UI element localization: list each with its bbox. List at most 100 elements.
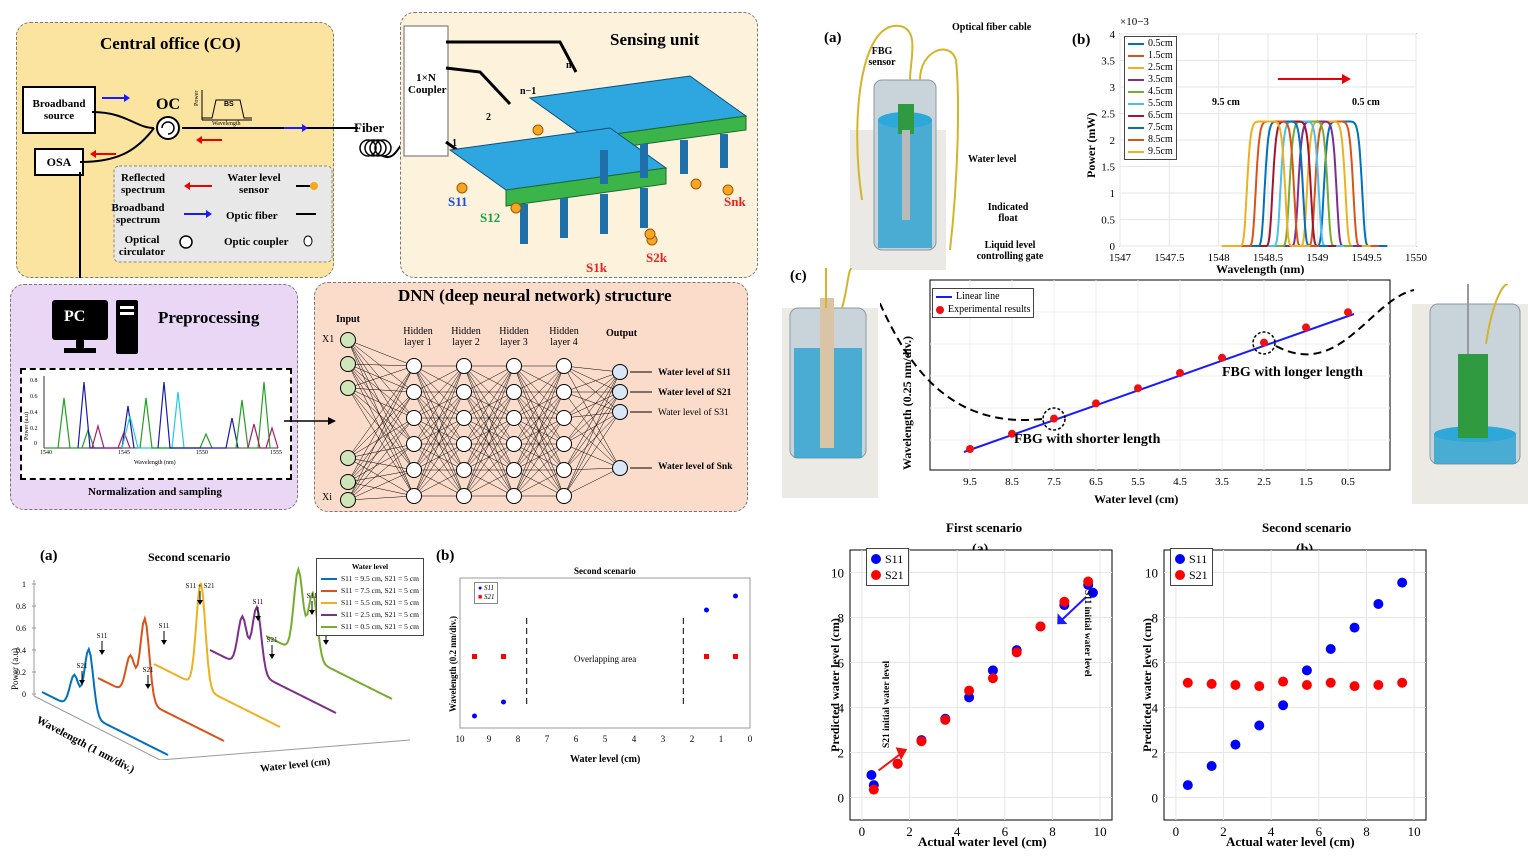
xtick-label: 5 [603,734,608,744]
dnn-neuron [406,410,422,426]
ytick-label: 0 [1110,241,1116,253]
dnn-connection [347,387,415,393]
s21-point [1182,677,1193,688]
fig-a-left-legend-item: S11 = 5.5 cm, S21 = 5 cm [321,597,419,609]
s11-point [866,770,877,780]
dnn-connection [413,365,465,497]
branch-label-n-1: n−1 [520,86,537,97]
fig-b-left-title: Second scenario [574,566,636,576]
s21-point [940,714,951,725]
peak-annotation: S11 [159,622,170,630]
dnn-connection [463,365,515,419]
s21-point [1373,680,1384,690]
xtick-label: 1550 [1405,252,1428,264]
dnn-connection [513,417,565,497]
dnn-neuron [506,436,522,452]
dnn-connection [513,365,565,471]
dnn-connection [347,339,415,445]
pre-ytick-0: 0 [34,441,37,447]
label-fbg-sensor: FBG sensor [868,46,896,68]
dnn-connection [563,365,621,413]
experimental-point [1218,353,1226,362]
dnn-neuron [556,488,572,504]
xtick-label: 3 [661,734,666,744]
pc-label: PC [64,308,86,325]
fig-c-legend: Linear line Experimental results [932,288,1035,318]
central-office-title: Central office (CO) [100,34,241,53]
s21-point [1254,681,1265,692]
dnn-connection [513,443,565,497]
fig-b-left-tag: (b) [436,548,455,564]
dnn-connection [347,391,415,459]
dnn-connection [563,391,621,413]
peak-annotation: S21 [77,662,88,670]
s21-point [1349,681,1360,692]
fig-a-left-legend: Water level S11 = 9.5 cm, S21 = 5 cm S11… [316,558,424,636]
preprocessing-spectrum [43,376,279,449]
xtick-label: 0 [859,824,866,839]
dnn-connection [563,371,621,419]
s21-point [1397,677,1408,688]
dnn-connection [563,467,621,497]
ytick-label: 4 [1110,29,1116,41]
sensor-label-s2k: S2k [646,250,667,265]
label-optical-fiber-cable: Optical fiber cable [952,22,1032,33]
dnn-connection [563,365,621,393]
experimental-point [966,445,974,453]
dnn-connection [563,371,621,497]
label-indicated-float: Indicated float [987,202,1029,224]
s11-point [1373,599,1384,609]
legend-item: 3.5cm [1128,74,1173,86]
dnn-neuron [340,492,356,508]
scatter2-legend-s21: S21 [1175,567,1208,583]
dnn-neuron [456,384,472,400]
pc-icon [52,300,138,354]
dnn-neuron [340,380,356,396]
pre-ytick-4: 0.8 [30,378,38,384]
dnn-neuron [506,462,522,478]
s21-point [964,685,975,696]
label-liquid-gate: Liquid level controlling gate [976,240,1044,262]
dnn-hidden-3: Hidden layer 3 [499,326,529,348]
s11-point [1397,577,1408,588]
peak-arrow-head [145,684,151,689]
dnn-output-snk: Water level of Snk [658,462,733,472]
ytick-label: 1 [22,580,26,589]
dnn-connection [347,387,415,419]
s21-point [472,654,477,659]
dnn-connection [463,365,515,471]
fig-top-b-xlabel: Wavelength (nm) [1216,262,1305,276]
dnn-x1: X1 [322,334,335,345]
ytick-label: 4 [1152,701,1159,716]
linear-line [963,313,1355,453]
experimental-point [1050,414,1058,423]
experimental-point [1260,338,1268,347]
xtick-label: 7 [545,734,550,744]
s11-point [987,665,998,676]
fig-a-left-legend-item: S11 = 0.5 cm, S21 = 5 cm [321,621,419,633]
plot-frame [849,549,1113,821]
xtick-label: 9 [487,734,492,744]
ytick-label: 0.2 [16,668,26,677]
xtick-label: 8 [516,734,521,744]
fig-a-left-legend-title: Water level [351,562,389,571]
dnn-hidden-2: Hidden layer 2 [451,326,481,348]
ytick-label: 2 [1152,746,1159,761]
dnn-connection [347,363,415,419]
s21-arrow [877,751,904,772]
dnn-connection [563,467,621,471]
s21-point [1325,677,1336,688]
dnn-connection [347,387,415,497]
legend-item: 5.5cm [1128,98,1173,110]
spectrum-trace-1 [41,646,169,756]
xtick-label: 1548.5 [1253,252,1284,264]
dnn-connection [563,391,621,497]
dnn-connection [347,365,415,483]
xtick-label: 1.5 [1299,476,1313,488]
s11-point [1349,622,1360,633]
dnn-connection [347,481,415,497]
dnn-connection [463,365,515,497]
xtick-label: 2 [690,734,695,744]
axis-x [33,695,161,760]
scatter1-xlabel: Actual water level (cm) [918,834,1047,849]
